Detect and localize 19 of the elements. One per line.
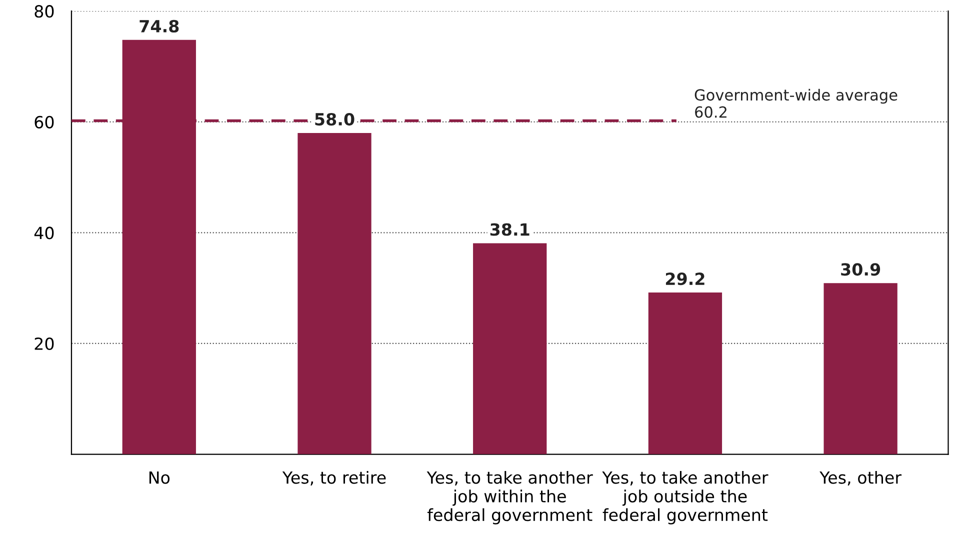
data-label: 29.2 [666,272,704,286]
bar [648,292,722,454]
data-label: 30.9 [841,263,880,276]
bar [298,132,372,454]
y-tick-label: 40 [34,226,54,240]
x-tick-label: No [149,471,170,484]
x-tick-label: Yes, other [820,470,902,486]
x-tick-label: Yes, to take another job within the federal government [426,470,593,524]
data-label: 38.1 [490,223,530,236]
bar [473,243,547,454]
ref-line-label: Government-wide average 60.2 [694,88,898,118]
y-tick-label: 20 [34,337,54,350]
data-label: 74.8 [140,20,179,32]
x-tick-label: Yes, to retire [282,470,386,486]
data-label: 58.0 [315,112,354,126]
x-tick-label: Yes, to take another job outside the federal government [602,470,768,524]
y-tick-label: 60 [34,116,54,128]
y-tick-label: 80 [34,5,54,18]
bar [824,283,898,454]
